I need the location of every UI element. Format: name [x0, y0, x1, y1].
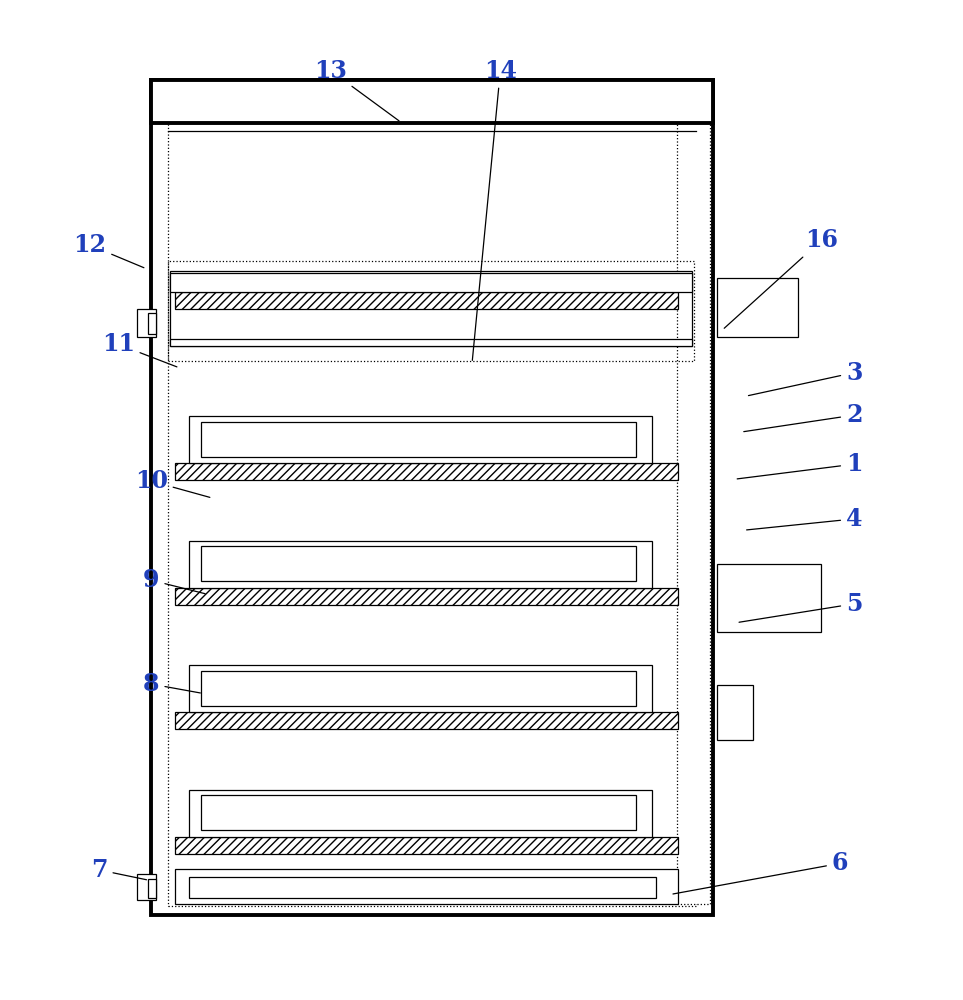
- Bar: [189, 790, 652, 837]
- Bar: [170, 273, 692, 292]
- Bar: [170, 271, 692, 346]
- Bar: [137, 309, 156, 337]
- Bar: [717, 278, 797, 337]
- Bar: [189, 665, 652, 712]
- Text: 12: 12: [73, 233, 143, 268]
- Bar: [201, 546, 637, 581]
- Bar: [175, 869, 678, 904]
- Bar: [148, 313, 156, 334]
- Text: 3: 3: [748, 361, 863, 396]
- Bar: [169, 0, 695, 318]
- Bar: [175, 837, 678, 854]
- Bar: [201, 671, 637, 706]
- Bar: [151, 80, 713, 915]
- Bar: [201, 795, 637, 830]
- Text: 16: 16: [724, 228, 838, 328]
- Bar: [175, 588, 678, 605]
- Bar: [175, 463, 678, 480]
- Bar: [151, 80, 713, 123]
- Text: 13: 13: [314, 59, 399, 121]
- Bar: [717, 564, 821, 632]
- Bar: [137, 874, 156, 900]
- Text: 10: 10: [135, 469, 210, 497]
- Bar: [169, 89, 695, 906]
- Bar: [189, 541, 652, 588]
- Bar: [189, 416, 652, 463]
- Bar: [170, 339, 692, 346]
- Bar: [175, 712, 678, 729]
- Bar: [201, 422, 637, 457]
- Text: 14: 14: [472, 59, 517, 360]
- Text: 7: 7: [91, 858, 146, 882]
- Text: 4: 4: [746, 507, 863, 531]
- Text: 8: 8: [143, 672, 200, 696]
- Text: 6: 6: [673, 851, 848, 894]
- Bar: [175, 292, 678, 309]
- Text: 5: 5: [739, 592, 863, 622]
- Bar: [189, 877, 656, 898]
- Bar: [148, 879, 156, 898]
- Text: 11: 11: [102, 332, 177, 367]
- Bar: [717, 685, 753, 740]
- Bar: [677, 95, 710, 904]
- Text: 2: 2: [743, 403, 863, 432]
- Bar: [169, 261, 693, 361]
- Text: 9: 9: [143, 568, 205, 594]
- Text: 1: 1: [738, 452, 863, 479]
